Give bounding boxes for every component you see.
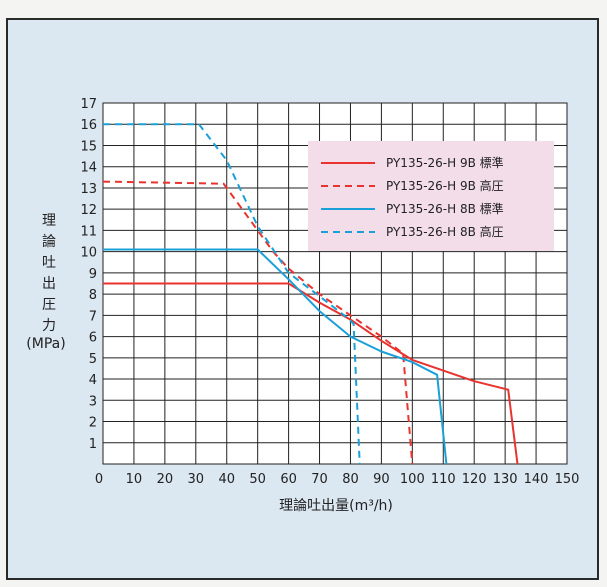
x-tick-label: 40 [218, 472, 235, 487]
x-tick-label: 70 [311, 472, 328, 487]
y-label-char: 圧 [42, 297, 56, 313]
y-label-char: 出 [42, 276, 56, 292]
y-tick-label: 4 [89, 373, 97, 388]
y-label-char: 理 [42, 213, 56, 229]
x-tick-label: 140 [524, 472, 549, 487]
legend-label: PY135-26-H 9B 高圧 [386, 178, 504, 193]
y-tick-label: 2 [89, 416, 97, 431]
y-tick-label: 17 [80, 97, 97, 112]
series-line-3 [103, 248, 448, 465]
x-tick-label: 100 [400, 472, 425, 487]
legend: PY135-26-H 9B 標準 PY135-26-H 9B 高圧 PY135-26… [308, 141, 554, 251]
y-tick-label: 16 [80, 118, 97, 133]
y-tick-label: 12 [80, 203, 97, 218]
x-tick-label: 30 [188, 472, 205, 487]
x-tick-label: 0 [95, 472, 103, 487]
y-tick-label: 15 [80, 139, 97, 154]
x-tick-label: 20 [157, 472, 174, 487]
x-tick-label: 110 [431, 472, 456, 487]
x-tick-label: 50 [249, 472, 266, 487]
x-tick-label: 90 [373, 472, 390, 487]
legend-label: PY135-26-H 8B 高圧 [386, 224, 504, 239]
x-tick-label: 10 [126, 472, 143, 487]
y-tick-label: 8 [89, 288, 97, 303]
legend-label: PY135-26-H 9B 標準 [386, 155, 504, 170]
y-tick-label: 9 [89, 267, 97, 282]
x-tick-label: 80 [342, 472, 359, 487]
y-label-char: 論 [42, 234, 56, 250]
x-tick-label: 130 [493, 472, 518, 487]
series-line-4 [103, 123, 361, 465]
y-tick-label: 10 [80, 246, 97, 261]
x-tick-label: 120 [462, 472, 487, 487]
y-tick-label: 1 [89, 437, 97, 452]
y-tick-label: 5 [89, 352, 97, 367]
series-lines [102, 123, 519, 465]
y-tick-label: 7 [89, 309, 97, 324]
legend-label: PY135-26-H 8B 標準 [386, 201, 504, 216]
series-line-2 [102, 180, 414, 465]
y-tick-label: 14 [80, 161, 97, 176]
y-label-char: 力 [42, 318, 56, 334]
tick-labels: 0 10 20 30 40 50 60 70 80 90 100 110 120 130 140 150123… [80, 97, 579, 487]
y-label-char: 吐 [42, 255, 56, 271]
y-tick-label: 3 [89, 394, 97, 409]
y-label-unit: (MPa) [26, 336, 65, 352]
x-tick-label: 150 [555, 472, 580, 487]
x-tick-label: 60 [280, 472, 297, 487]
y-tick-label: 13 [80, 182, 97, 197]
x-axis-title: 理論吐出量(m³/h) [279, 498, 393, 514]
series-line-1 [103, 282, 519, 465]
y-tick-label: 11 [80, 224, 97, 239]
y-tick-label: 6 [89, 331, 97, 346]
y-axis-title: 理 論 吐 出 圧 力 (MPa) [26, 213, 65, 352]
